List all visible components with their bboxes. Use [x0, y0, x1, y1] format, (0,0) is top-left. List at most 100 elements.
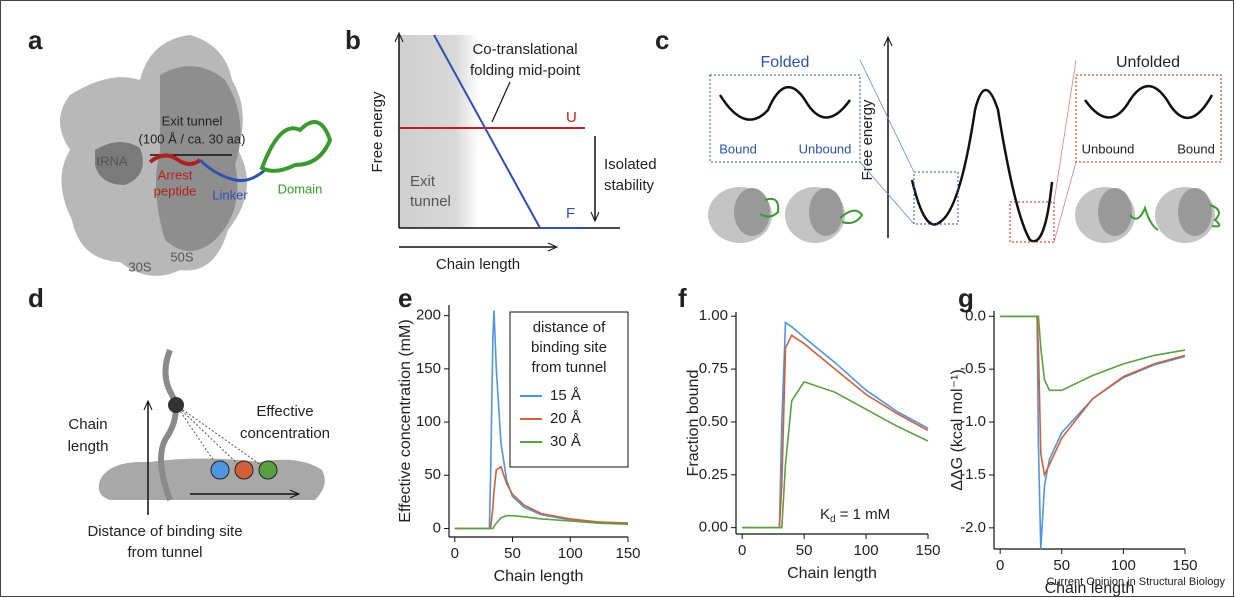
label: Domain: [278, 181, 323, 196]
y-tick-label: 0.50: [699, 413, 728, 430]
x-tick-label: 100: [558, 545, 583, 562]
folded-box: [709, 74, 861, 163]
panel-letter: a: [28, 25, 43, 55]
binding-point: [168, 397, 184, 413]
nascent-chain: [158, 348, 179, 502]
y-tick-label: -0.5: [960, 360, 986, 377]
series-line: [742, 321, 929, 529]
series-line: [742, 334, 929, 529]
legend-label: 20 Å: [550, 410, 581, 427]
arrow-head: [547, 242, 559, 252]
label: Arrest: [158, 167, 193, 182]
y-tick-label: 100: [416, 413, 441, 430]
legend-title: binding site: [531, 339, 607, 356]
label: Bound: [1177, 141, 1215, 156]
axis-label: Free energy: [859, 99, 876, 180]
mini-curve: [718, 85, 852, 121]
site: [234, 460, 254, 480]
panel-letter: e: [398, 283, 412, 313]
label: concentration: [240, 425, 330, 442]
label: length: [68, 438, 109, 455]
x-axis-label: Chain length: [1045, 580, 1135, 597]
series-line: [454, 514, 629, 530]
series-line: [1000, 315, 1186, 392]
pointer: [491, 81, 511, 123]
annotation: Kd = 1 mM: [820, 506, 890, 525]
well-box: [1009, 201, 1055, 243]
label: Bound: [719, 141, 757, 156]
linker: [198, 158, 266, 182]
series-line: [742, 380, 929, 529]
y-tick-label: 0.00: [699, 519, 728, 536]
label: Effective: [256, 403, 313, 420]
panel-letter: g: [958, 283, 974, 313]
arrow-head: [883, 35, 893, 47]
x-tick-label: 50: [504, 545, 521, 562]
label: stability: [604, 177, 655, 194]
label: Exit: [410, 173, 436, 190]
y-tick-label: 200: [416, 307, 441, 324]
y-tick-label: 1.00: [699, 307, 728, 324]
panel-letter: c: [655, 25, 669, 55]
label: folding mid-point: [470, 62, 581, 79]
label: Unfolded: [1116, 54, 1180, 71]
well-box: [913, 171, 959, 225]
label: (100 Å / ca. 30 aa): [139, 131, 246, 146]
label: tunnel: [410, 193, 451, 210]
label: tRNA: [96, 153, 127, 168]
y-tick-label: 0.25: [699, 466, 728, 483]
x-tick-label: 50: [796, 542, 813, 559]
y-tick-label: 0.0: [965, 307, 986, 324]
y-axis-label: ΔΔG (kcal mol⁻¹): [949, 369, 966, 490]
label: Exit tunnel: [162, 113, 223, 128]
unfolded-box: [1075, 74, 1222, 163]
connector: [1053, 59, 1077, 203]
connector: [859, 59, 915, 173]
label: Folded: [761, 54, 810, 71]
x-tick-label: 150: [915, 542, 940, 559]
x-tick-label: 0: [451, 545, 459, 562]
label: Linker: [212, 187, 248, 202]
footer: Current Opinion in Structural Biology: [1046, 576, 1225, 588]
label: Unbound: [799, 141, 852, 156]
arrest-peptide: [148, 153, 202, 166]
label: 50S: [170, 249, 193, 264]
connector: [1053, 161, 1077, 243]
x-axis-label: Chain length: [787, 565, 877, 582]
label: 30S: [128, 259, 151, 274]
tunnel-region: [399, 35, 479, 228]
folded-line: [433, 34, 585, 229]
annotation-part: = 1 mM: [836, 506, 891, 523]
mini-curve: [1083, 84, 1214, 120]
x-tick-label: 50: [1053, 557, 1070, 574]
label: from tunnel: [127, 544, 202, 561]
annotation-part: d: [830, 514, 836, 525]
label: Co-translational: [472, 41, 577, 58]
panel-letter: b: [345, 25, 361, 55]
label: U: [566, 109, 577, 126]
label: Unbound: [1082, 141, 1135, 156]
label: Distance of binding site: [87, 523, 242, 540]
y-tick-label: 150: [416, 360, 441, 377]
panel-letter: d: [28, 283, 44, 313]
y-axis-label: Effective concentration (mM): [397, 319, 414, 522]
legend-label: 15 Å: [550, 387, 581, 404]
energy-curve: [910, 88, 1054, 243]
y-tick-label: -2.0: [960, 519, 986, 536]
y-tick-label: -1.0: [960, 413, 986, 430]
x-axis-label: Chain length: [494, 568, 584, 585]
x-tick-label: 100: [1111, 557, 1136, 574]
y-axis-label: Fraction bound: [685, 370, 702, 477]
arrow-head: [143, 399, 153, 411]
legend-title: distance of: [533, 319, 606, 336]
label: F: [566, 205, 575, 222]
annotation-part: K: [820, 506, 830, 523]
y-tick-label: -1.5: [960, 466, 986, 483]
dotted-links: [175, 404, 269, 471]
axis-label: Free energy: [369, 91, 386, 172]
domain: [259, 120, 333, 173]
y-tick-label: 0: [433, 519, 441, 536]
mini-ribosomes: [708, 187, 1221, 243]
